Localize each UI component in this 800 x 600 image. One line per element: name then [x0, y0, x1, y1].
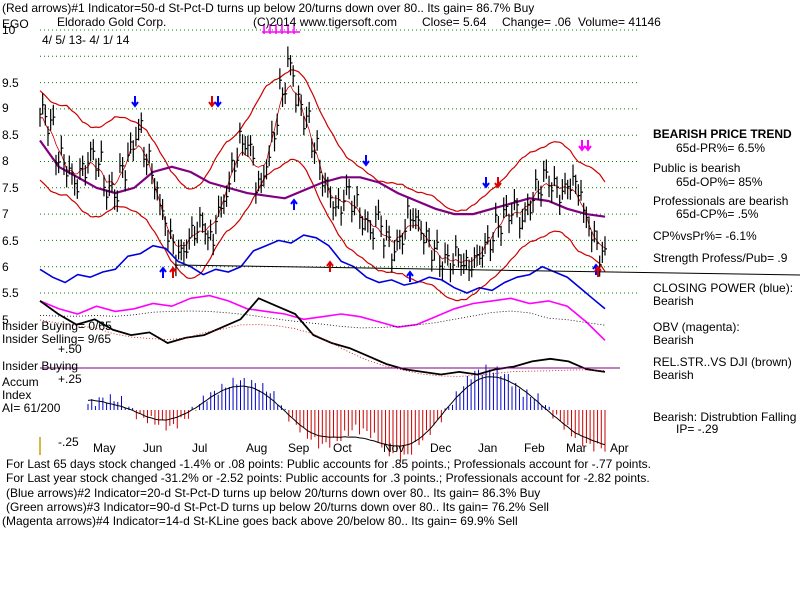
magenta-arrow-down [584, 140, 592, 152]
strength-value: Strength Profess/Pub= .9 [653, 251, 788, 265]
plus-50-label: +.50 [58, 342, 82, 356]
price-tick-7: 7 [2, 207, 9, 221]
change-value: Change= .06 [502, 15, 571, 29]
upper-band-line [39, 69, 606, 212]
signal-arrows [131, 96, 602, 282]
company-name: Eldorado Gold Corp. [57, 15, 166, 29]
blue-arrow-down [482, 177, 490, 189]
magenta-arrow-down [578, 140, 586, 152]
footer-green-arrows: (Green arrows)#3 Indicator=90-d St-Pct-D… [6, 500, 549, 514]
blue-arrow-down [362, 155, 370, 167]
pr-value: 65d-PR%= 6.5% [676, 141, 765, 155]
price-tick-9: 9 [2, 101, 9, 115]
price-tick-9-5: 9.5 [2, 76, 19, 90]
footer-line-65days: For Last 65 days stock changed -1.4% or … [6, 457, 651, 471]
obv-line [39, 294, 606, 341]
month-jun: Jun [143, 441, 162, 455]
accum-index-ma-line [87, 376, 606, 447]
price-tick-6-5: 6.5 [2, 234, 19, 248]
obv-label: OBV (magenta): [653, 320, 740, 334]
cp-value: 65d-CP%= .5% [676, 207, 759, 221]
magenta-top-marks [262, 24, 300, 34]
month-sep: Sep [288, 441, 310, 455]
distribution-status: Bearish: Distrubtion Falling [653, 410, 796, 424]
price-bars [39, 46, 607, 283]
price-tick-5-5: 5.5 [2, 286, 19, 300]
price-tick-8: 8 [2, 154, 9, 168]
relstr-value: Bearish [653, 368, 694, 382]
closing-power-value: Bearish [653, 294, 694, 308]
month-may: May [93, 441, 116, 455]
month-nov: Nov [383, 441, 404, 455]
red-arrow-down [208, 96, 216, 108]
footer-blue-arrows: (Blue arrows)#2 Indicator=20-d St-Pct-D … [6, 486, 540, 500]
accum-index-histogram [87, 364, 606, 462]
relstr-label: REL.STR..VS DJI (brown) [653, 355, 792, 369]
ai-label: AI= 61/200 [2, 401, 61, 415]
close-value: Close= 5.64 [422, 15, 487, 29]
price-tick-7-5: 7.5 [2, 181, 19, 195]
ip-value: IP= -.29 [676, 422, 719, 436]
blue-arrow-down [214, 96, 222, 108]
red-arrow-up [326, 260, 334, 272]
trend-title: BEARISH PRICE TREND [653, 127, 792, 141]
footer-line-year: For Last year stock changed -31.2% or -2… [6, 471, 650, 485]
blue-arrow-up [406, 270, 414, 282]
obv-value: Bearish [653, 333, 694, 347]
volume-value: Volume= 41146 [578, 15, 661, 29]
public-status: Public is bearish [653, 161, 740, 175]
insider-buying-label: Insider Buying [2, 359, 78, 373]
red-arrow-down [494, 177, 502, 189]
copyright: (C)2014 www.tigersoft.com [253, 15, 397, 29]
price-tick-8-5: 8.5 [2, 128, 19, 142]
support-line [174, 264, 800, 276]
red-arrow-up [594, 265, 602, 277]
lower-band-line [39, 158, 606, 302]
date-range: 4/ 5/ 13- 4/ 1/ 14 [42, 33, 130, 47]
price-tick-5: 5 [2, 313, 9, 327]
month-mar: Mar [566, 441, 587, 455]
price-axis-labels: 10 9.5 9 8.5 8 7.5 7 6.5 6 5.5 5 [2, 23, 19, 327]
footer-magenta-arrows: (Magenta arrows)#4 Indicator=14-d St-KLi… [2, 514, 518, 528]
month-apr: Apr [610, 441, 629, 455]
plus-25-label: +.25 [58, 372, 82, 386]
month-jul: Jul [192, 441, 207, 455]
symbol: EGO [2, 17, 29, 31]
month-dec: Dec [430, 441, 451, 455]
month-jan: Jan [478, 441, 497, 455]
price-tick-6: 6 [2, 260, 9, 274]
month-aug: Aug [246, 441, 267, 455]
professionals-status: Professionals are bearish [653, 194, 788, 208]
header-red-arrows: (Red arrows)#1 Indicator=50-d St-Pct-D t… [2, 1, 534, 15]
index-label: Index [2, 388, 31, 402]
red-arrow-up [169, 266, 177, 278]
obv-ma-dotted-line [39, 310, 606, 329]
month-axis-labels: May Jun Jul Aug Sep Oct Nov Dec Jan Feb … [93, 441, 629, 455]
cp-vs-pr-value: CP%vsPr%= -6.1% [653, 229, 757, 243]
blue-arrow-up [159, 266, 167, 278]
footer: For Last 65 days stock changed -1.4% or … [2, 457, 651, 528]
closing-power-label: CLOSING POWER (blue): [653, 281, 793, 295]
accum-label: Accum [2, 375, 39, 389]
insider-selling-count: Insider Selling= 9/65 [2, 332, 111, 346]
month-oct: Oct [333, 441, 352, 455]
month-feb: Feb [524, 441, 545, 455]
insider-buying-count: Insider Buying= 0/65 [2, 319, 112, 333]
closing-power-line [39, 234, 606, 310]
price-gridlines [40, 29, 640, 294]
op-value: 65d-OP%= 85% [676, 175, 763, 189]
blue-arrow-down [131, 96, 139, 108]
right-panel: BEARISH PRICE TREND 65d-PR%= 6.5% Public… [653, 127, 796, 436]
price-tick-10: 10 [2, 23, 16, 37]
minus-25-label: -.25 [58, 435, 79, 449]
blue-arrow-up [290, 198, 298, 210]
relstr-ma-dotted-line [39, 319, 606, 377]
